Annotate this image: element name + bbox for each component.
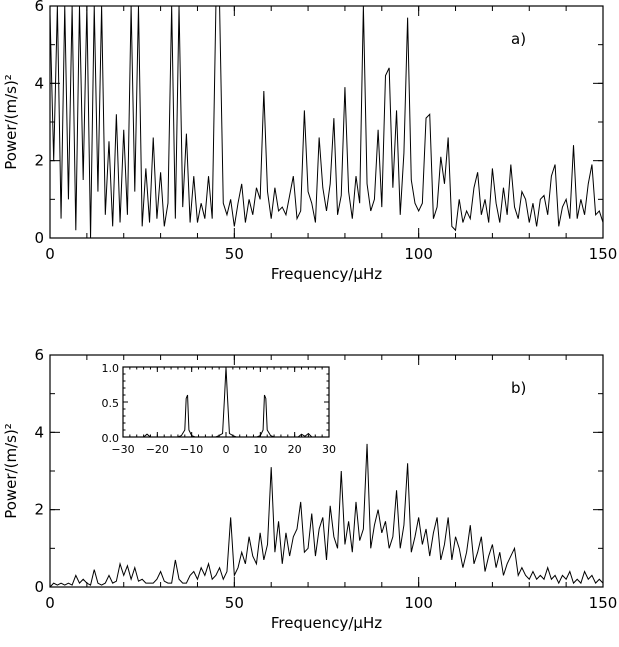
y-tick-label: 4 (34, 423, 44, 441)
y-tick-label: 6 (34, 0, 44, 15)
inset-background (123, 367, 329, 437)
y-tick-label: 2 (34, 152, 44, 170)
y-tick-label: 6 (34, 346, 44, 364)
x-tick-label: 50 (225, 594, 244, 612)
x-tick-label: 50 (225, 245, 244, 263)
y-axis-label: Power/(m/s)² (2, 74, 20, 170)
inset-x-tick-label: 20 (288, 443, 302, 456)
panel-label: a) (511, 30, 526, 48)
x-axis-label: Frequency/μHz (271, 265, 382, 283)
panel-a: 0 50 100 150 0 2 4 6 Frequency/μHz Power/(m/s)² a) (2, 0, 617, 283)
inset-y-tick-label: 0.0 (102, 432, 120, 445)
inset-x-tick-label: −20 (146, 443, 169, 456)
inset-y-tick-label: 0.5 (102, 397, 120, 410)
y-axis-label: Power/(m/s)² (2, 423, 20, 519)
x-tick-label: 150 (589, 594, 618, 612)
series-line-0 (49, 443, 604, 588)
x-tick-label: 0 (45, 594, 55, 612)
inset-x-tick-label: 0 (223, 443, 230, 456)
y-tick-label: 0 (34, 578, 44, 596)
panel-b: 0 50 100 1500246Frequency/μHzPower/(m/s)²b)… (2, 346, 617, 632)
panel-label: b) (511, 379, 526, 397)
inset-y-tick-label: 1.0 (102, 362, 120, 375)
inset-window-function: −30 −20 −10 0 10 20 30 0.0 0.5 1.0 (102, 362, 337, 456)
y-tick-label: 2 (34, 501, 44, 519)
x-tick-label: 0 (45, 245, 55, 263)
x-tick-label: 100 (404, 245, 433, 263)
x-axis-label: Frequency/μHz (271, 614, 382, 632)
inset-x-tick-label: −30 (111, 443, 134, 456)
y-tick-label: 4 (34, 74, 44, 92)
y-tick-label: 0 (34, 229, 44, 247)
inset-x-tick-label: 30 (322, 443, 336, 456)
series-line-0 (49, 5, 604, 239)
x-tick-label: 150 (589, 245, 618, 263)
inset-x-tick-label: 10 (253, 443, 267, 456)
inset-x-tick-label: −10 (180, 443, 203, 456)
x-tick-label: 100 (404, 594, 433, 612)
